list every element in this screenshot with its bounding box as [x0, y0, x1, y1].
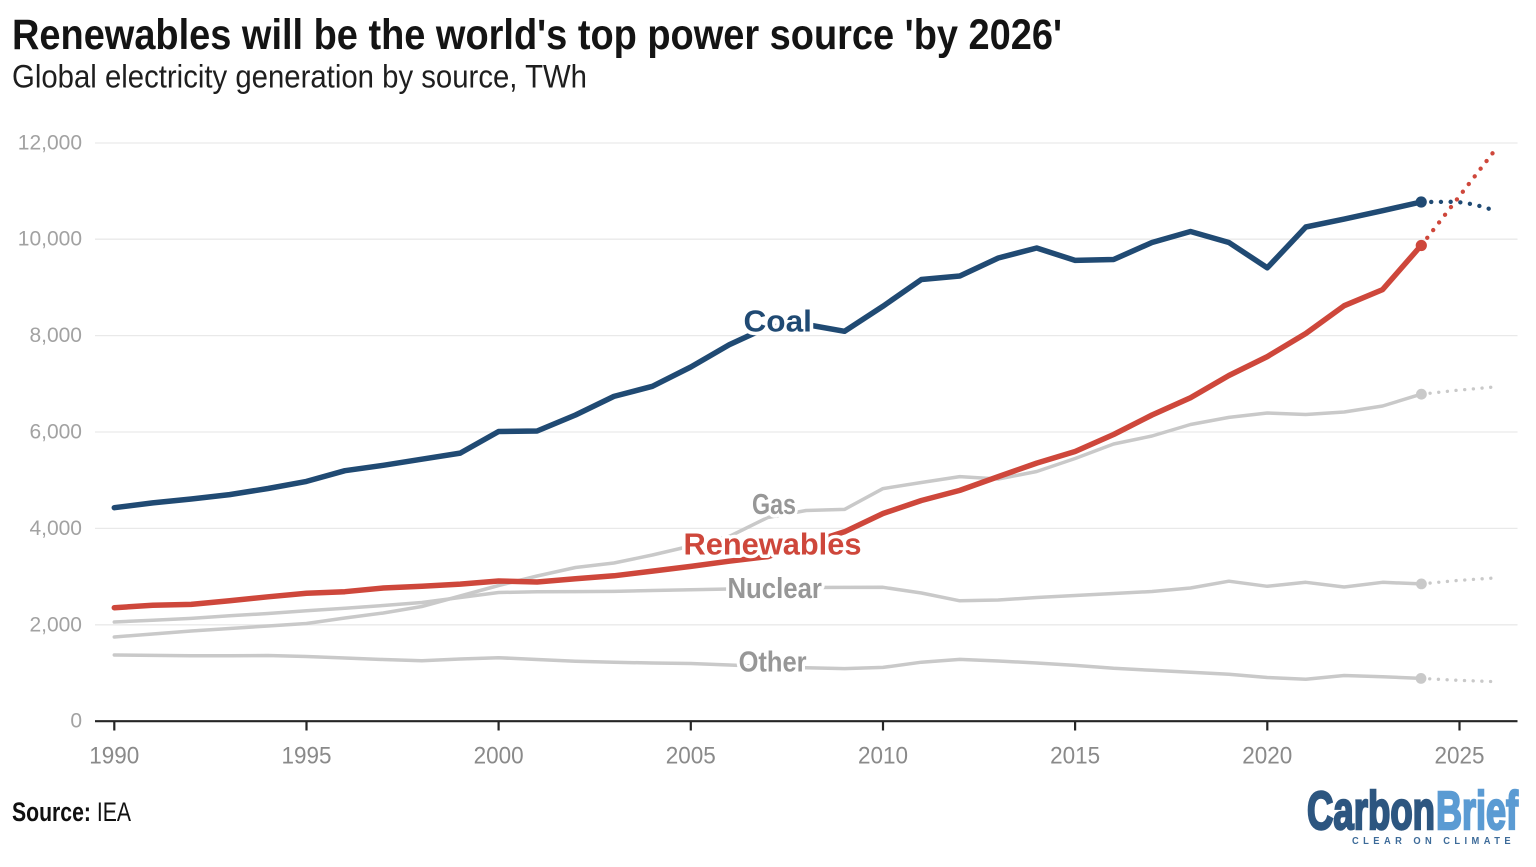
- svg-text:2020: 2020: [1242, 743, 1292, 770]
- svg-text:1990: 1990: [89, 743, 139, 770]
- svg-text:Brief: Brief: [1436, 781, 1519, 841]
- svg-text:Nuclear: Nuclear: [727, 573, 822, 605]
- svg-text:0: 0: [70, 710, 82, 733]
- svg-text:2,000: 2,000: [29, 613, 82, 636]
- svg-text:12,000: 12,000: [18, 132, 82, 155]
- svg-text:8,000: 8,000: [29, 324, 82, 347]
- svg-text:2025: 2025: [1435, 743, 1485, 770]
- svg-text:Global electricity generation: Global electricity generation by source,…: [12, 59, 587, 95]
- svg-text:2010: 2010: [858, 743, 908, 770]
- svg-text:2000: 2000: [474, 743, 524, 770]
- svg-text:2015: 2015: [1050, 743, 1100, 770]
- svg-text:Source: IEA: Source: IEA: [12, 797, 131, 827]
- svg-text:4,000: 4,000: [29, 517, 82, 540]
- svg-text:CLEAR ON CLIMATE: CLEAR ON CLIMATE: [1352, 835, 1515, 847]
- svg-text:Gas: Gas: [752, 489, 796, 521]
- svg-text:Coal: Coal: [744, 304, 812, 339]
- svg-text:Renewables: Renewables: [684, 527, 862, 562]
- svg-text:Carbon: Carbon: [1307, 781, 1435, 841]
- svg-text:Other: Other: [739, 646, 807, 678]
- svg-text:10,000: 10,000: [18, 228, 82, 251]
- svg-text:Renewables will be the world's: Renewables will be the world's top power…: [12, 11, 1062, 59]
- svg-text:1995: 1995: [282, 743, 332, 770]
- svg-text:6,000: 6,000: [29, 421, 82, 444]
- svg-text:2005: 2005: [666, 743, 716, 770]
